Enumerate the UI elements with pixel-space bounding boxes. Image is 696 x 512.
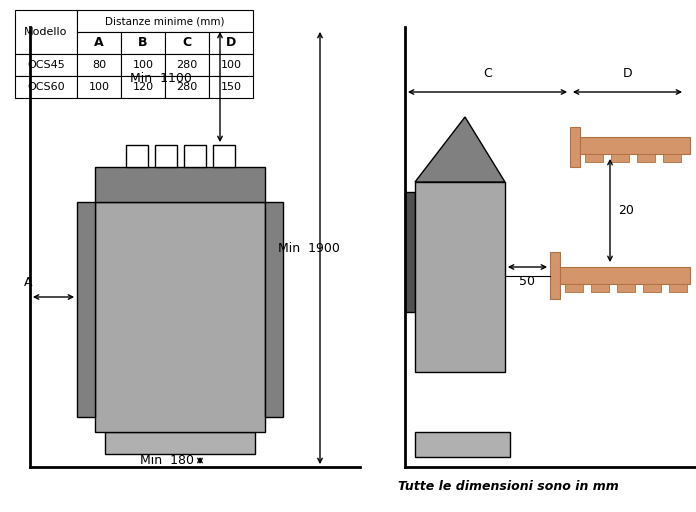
Text: Min  180: Min 180 bbox=[140, 454, 194, 467]
Bar bbox=[209, 76, 253, 98]
Text: 100: 100 bbox=[88, 82, 109, 92]
Bar bbox=[637, 154, 655, 162]
Text: A: A bbox=[94, 36, 104, 50]
Text: 280: 280 bbox=[176, 60, 198, 70]
Bar bbox=[95, 167, 265, 202]
Text: A: A bbox=[24, 275, 32, 288]
Text: C: C bbox=[483, 67, 492, 80]
Bar bbox=[77, 32, 121, 54]
Bar bbox=[121, 54, 165, 76]
Text: 150: 150 bbox=[221, 82, 242, 92]
Text: B: B bbox=[139, 36, 148, 50]
Bar bbox=[212, 145, 235, 167]
Bar bbox=[580, 137, 690, 154]
Text: Min  1900: Min 1900 bbox=[278, 242, 340, 254]
Text: 120: 120 bbox=[132, 82, 154, 92]
Bar bbox=[405, 192, 415, 312]
Text: D: D bbox=[623, 67, 632, 80]
Bar bbox=[669, 284, 687, 292]
Bar bbox=[165, 32, 209, 54]
Bar bbox=[121, 76, 165, 98]
Bar bbox=[415, 432, 510, 457]
Bar bbox=[209, 32, 253, 54]
Bar bbox=[570, 127, 580, 167]
Bar bbox=[265, 202, 283, 417]
Text: Modello: Modello bbox=[24, 27, 68, 37]
Bar bbox=[550, 252, 560, 299]
Bar bbox=[184, 145, 205, 167]
Text: Min  1100: Min 1100 bbox=[130, 73, 192, 86]
Bar bbox=[165, 54, 209, 76]
Bar bbox=[165, 76, 209, 98]
Bar bbox=[560, 267, 690, 284]
Bar bbox=[125, 145, 148, 167]
Bar bbox=[15, 76, 77, 98]
Bar bbox=[155, 145, 177, 167]
Bar bbox=[643, 284, 661, 292]
Bar bbox=[209, 54, 253, 76]
Text: 100: 100 bbox=[221, 60, 242, 70]
Bar bbox=[565, 284, 583, 292]
Text: 280: 280 bbox=[176, 82, 198, 92]
Bar bbox=[15, 54, 77, 76]
Bar bbox=[105, 432, 255, 454]
Bar bbox=[77, 10, 253, 32]
Text: 50: 50 bbox=[519, 275, 535, 288]
Text: OCS60: OCS60 bbox=[27, 82, 65, 92]
Bar bbox=[617, 284, 635, 292]
Text: Tutte le dimensioni sono in mm: Tutte le dimensioni sono in mm bbox=[398, 480, 619, 493]
Bar bbox=[77, 54, 121, 76]
Bar bbox=[95, 202, 265, 432]
Bar bbox=[77, 76, 121, 98]
Bar bbox=[663, 154, 681, 162]
Text: 80: 80 bbox=[92, 60, 106, 70]
Bar bbox=[15, 10, 77, 54]
Text: 20: 20 bbox=[618, 204, 634, 217]
Bar bbox=[611, 154, 629, 162]
Text: Distanze minime (mm): Distanze minime (mm) bbox=[105, 16, 225, 26]
Text: C: C bbox=[182, 36, 191, 50]
Bar bbox=[77, 202, 95, 417]
Text: 100: 100 bbox=[132, 60, 154, 70]
Bar bbox=[121, 32, 165, 54]
Text: OCS45: OCS45 bbox=[27, 60, 65, 70]
Polygon shape bbox=[415, 117, 505, 182]
Bar bbox=[415, 182, 505, 372]
Bar bbox=[591, 284, 609, 292]
Text: D: D bbox=[226, 36, 236, 50]
Bar bbox=[585, 154, 603, 162]
